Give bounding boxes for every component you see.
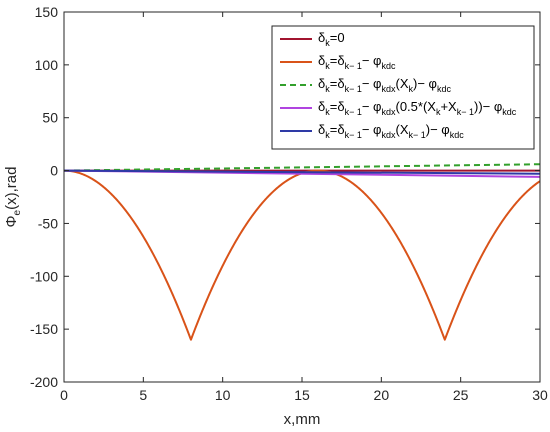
legend-entry-2: δk=δk− 1− φkdc [318,53,396,71]
y-tick-label: -100 [30,268,58,284]
ticks-layer: 0 5 10 15 20 25 30 -200 -150 -100 -50 0 50 100 150 [30,4,548,403]
series-layer [63,163,541,341]
legend-entry-4: δk=δk− 1− φkdx(0.5*(Xk+Xk− 1))− φkdc [318,99,517,117]
labels-layer: x,mm Φe(x),rad [3,167,320,428]
x-tick-label: 15 [294,387,310,403]
legend-entry-1: δk=0 [318,30,345,48]
y-axis-label: Φe(x),rad [3,167,23,228]
x-tick-label: 10 [215,387,231,403]
x-tick-label: 5 [139,387,147,403]
x-tick-label: 25 [453,387,469,403]
y-tick-label: 50 [42,110,58,126]
legend-box [271,25,535,150]
x-tick-label: 30 [532,387,548,403]
legend: δk=0 δk=δk− 1− φkdc δk=δk− 1− φkdx(Xk)− φk… [271,25,535,150]
x-axis-label: x,mm [284,411,321,428]
legend-entry-3: δk=δk− 1− φkdx(Xk)− φkdc [318,76,451,94]
x-tick-label: 20 [374,387,390,403]
legend-entry-5: δk=δk− 1− φkdx(Xk− 1)− φkdc [318,122,464,140]
y-tick-label: -200 [30,374,58,390]
y-tick-label: -150 [30,321,58,337]
y-tick-label: 100 [35,57,59,73]
series-line-5 [63,169,541,175]
y-tick-label: -50 [38,215,58,231]
y-tick-label: 150 [35,4,59,20]
y-tick-label: 0 [50,163,58,179]
x-tick-label: 0 [60,387,68,403]
